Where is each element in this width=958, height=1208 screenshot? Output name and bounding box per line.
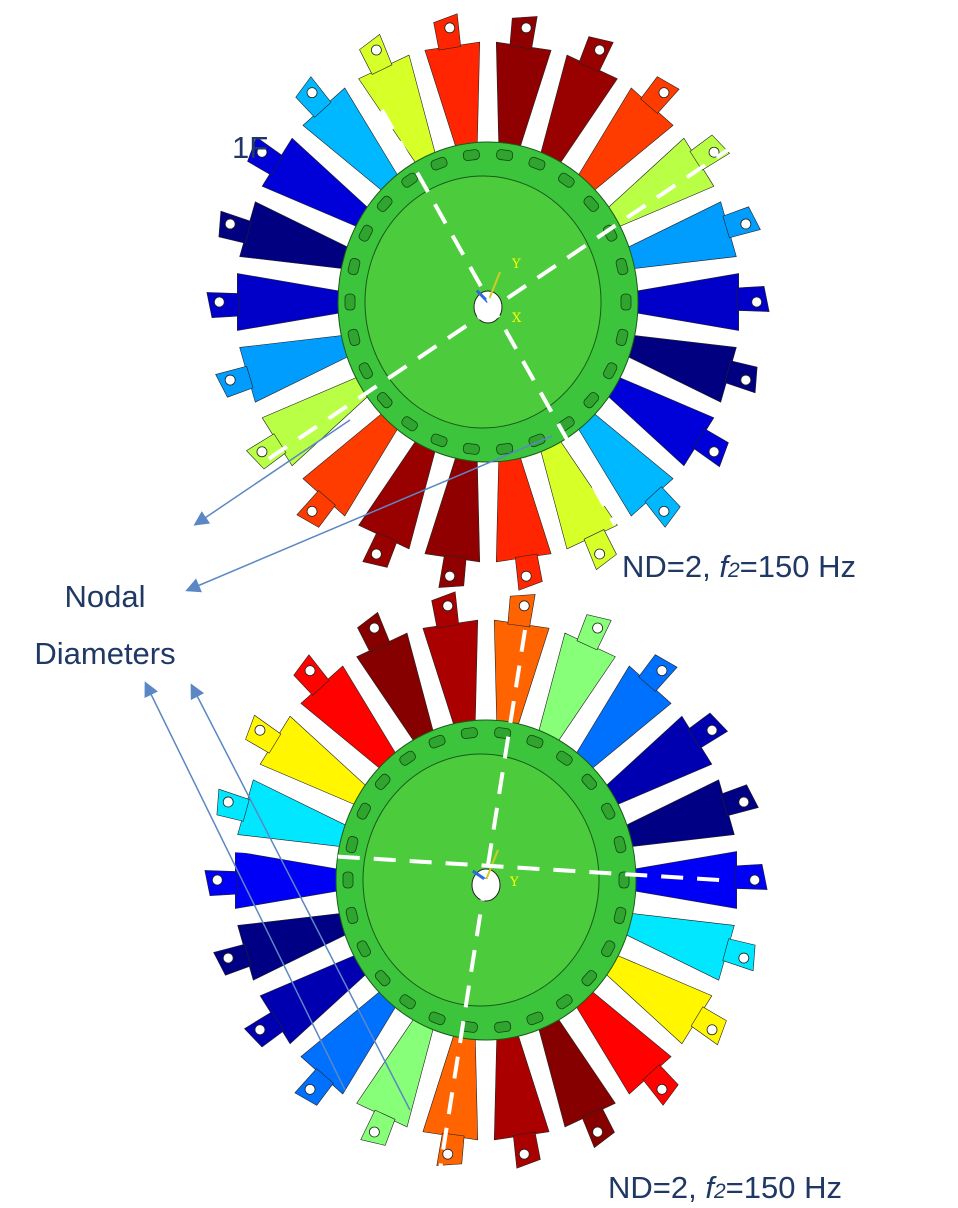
pin [741,375,751,385]
pin [214,297,224,307]
pin [595,549,605,559]
blade [494,620,549,733]
blade-foot [217,789,249,821]
blade-foot [439,555,466,587]
pin [519,601,529,611]
pin [225,219,235,229]
pin [709,447,719,457]
disk [205,592,767,1170]
pin [593,623,603,633]
mode-label: 1F [232,130,268,165]
pin [369,623,379,633]
pin [659,506,669,516]
blade-foot [437,1133,464,1165]
blade [630,273,738,330]
blade-foot [725,361,757,393]
pin [257,447,267,457]
pin [255,1025,265,1035]
pin [521,23,531,33]
pin [371,45,381,55]
pin [443,601,453,611]
nodal-label: Nodal [65,579,146,614]
pin [657,666,667,676]
blade [425,42,480,155]
pin [212,875,222,885]
pin [750,875,760,885]
blade-foot [723,939,755,971]
pin [739,797,749,807]
blade-foot [508,594,535,626]
pin [255,725,265,735]
disk [207,14,769,591]
hub-slot [343,872,353,888]
pin [707,1025,717,1035]
pin [595,45,605,55]
pin [741,219,751,229]
pin [369,1127,379,1137]
hub-slot [621,294,631,310]
pin [371,549,381,559]
blade [423,620,478,733]
hub-slot [463,443,480,455]
hub-slot [494,1021,511,1033]
blade [496,42,551,155]
nodal-label: Diameters [34,636,175,671]
axis-label: Y [511,257,521,272]
pin [521,571,531,581]
pin [445,23,455,33]
caption: ND=2, f2=150 Hz [622,549,856,584]
pin [657,1084,667,1094]
pin [223,953,233,963]
pin [305,1084,315,1094]
pin [593,1127,603,1137]
pin [225,375,235,385]
pin [739,953,749,963]
pin [307,88,317,98]
figure: 1F Nodal Diameters ND=2, f2=150 Hz ND=2,… [0,0,958,1208]
pin [445,571,455,581]
pin [307,506,317,516]
hub-slot [461,727,478,739]
blade [496,449,551,562]
bladed-disks [205,14,769,1170]
pin [305,666,315,676]
blade [494,1027,549,1140]
blade [425,449,480,562]
hub-slot [345,294,355,310]
pin [519,1149,529,1159]
caption: ND=2, f2=150 Hz [608,1170,842,1205]
blade-foot [510,16,537,48]
hub-slot [496,149,513,161]
axis-label: X [512,311,522,326]
pin [223,797,233,807]
pin [443,1149,453,1159]
blade [423,1027,478,1140]
blade [237,273,345,330]
hub-slot [463,149,480,161]
pin [659,88,669,98]
pin [752,297,762,307]
pin [707,725,717,735]
axis-label: Y [509,875,519,890]
blade [628,851,736,908]
blade-foot [219,211,251,243]
